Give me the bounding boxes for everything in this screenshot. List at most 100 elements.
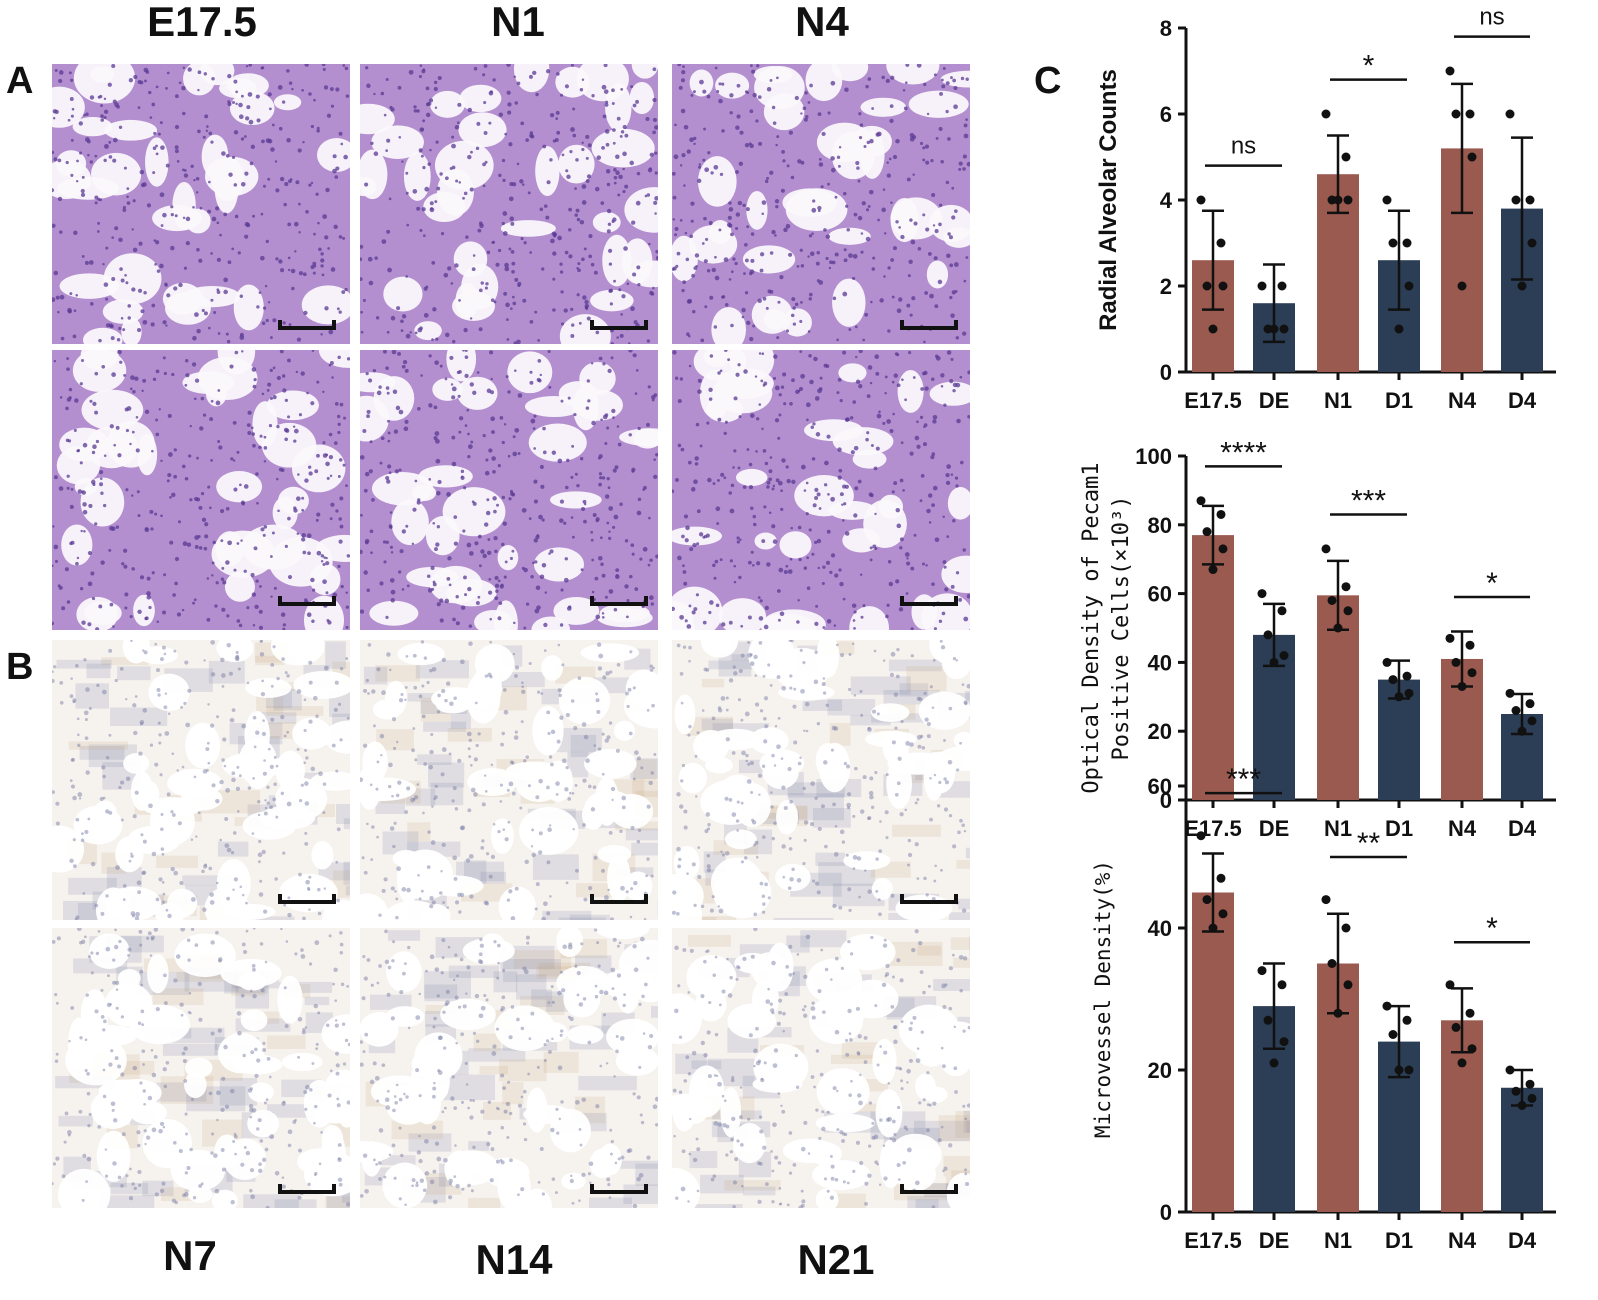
nucleus — [265, 318, 269, 323]
nucleus — [867, 204, 871, 208]
nucleus — [282, 321, 286, 325]
nucleus — [714, 66, 718, 70]
nucleus — [338, 131, 343, 136]
nucleus — [297, 473, 300, 476]
nucleus — [253, 745, 257, 749]
nucleus — [550, 729, 556, 735]
nucleus — [541, 267, 545, 271]
nucleus — [119, 267, 123, 271]
nucleus — [883, 275, 886, 278]
nucleus — [831, 167, 836, 173]
nucleus — [207, 761, 211, 765]
nucleus — [619, 134, 623, 138]
nucleus — [958, 161, 963, 166]
nucleus — [609, 917, 614, 920]
nucleus — [759, 252, 765, 257]
nucleus — [718, 228, 722, 232]
data-point — [1382, 195, 1392, 205]
alveolus — [558, 144, 595, 184]
nucleus — [616, 336, 619, 339]
nucleus — [303, 728, 307, 733]
nucleus — [425, 102, 430, 107]
nucleus — [329, 517, 333, 521]
nucleus — [137, 609, 142, 615]
nucleus — [848, 328, 852, 331]
nucleus — [884, 391, 887, 395]
nucleus — [606, 208, 612, 214]
nucleus — [298, 271, 303, 276]
nucleus — [955, 336, 960, 340]
nucleus — [487, 672, 492, 677]
nucleus — [542, 426, 546, 431]
nucleus — [800, 160, 805, 165]
nucleus — [776, 76, 779, 80]
nucleus — [101, 364, 106, 369]
nucleus — [196, 247, 200, 252]
nucleus — [557, 688, 562, 693]
x-tick-label: N1 — [1324, 388, 1352, 413]
nucleus — [966, 594, 970, 599]
data-point — [1279, 324, 1289, 334]
nucleus — [816, 492, 821, 497]
nucleus — [138, 241, 143, 246]
alveolus — [52, 86, 85, 128]
nucleus — [574, 472, 578, 476]
alveolus — [535, 146, 560, 197]
nucleus — [615, 170, 620, 175]
nucleus — [480, 281, 484, 285]
nucleus — [142, 649, 145, 652]
nucleus — [609, 670, 613, 674]
nucleus — [675, 477, 679, 482]
nucleus — [401, 314, 407, 319]
alveolus — [761, 609, 826, 630]
nucleus — [102, 262, 105, 266]
nucleus — [771, 105, 776, 110]
nucleus — [176, 769, 179, 772]
nucleus — [79, 382, 83, 386]
nucleus — [174, 94, 179, 99]
nucleus — [118, 125, 123, 129]
nucleus — [618, 174, 623, 180]
nucleus — [341, 290, 346, 294]
nucleus — [769, 170, 774, 175]
nucleus — [281, 374, 286, 378]
nucleus — [210, 252, 213, 255]
nucleus — [511, 761, 515, 765]
nucleus — [568, 228, 572, 232]
nucleus — [513, 621, 516, 625]
tissue-patch — [363, 666, 388, 685]
alveolus — [742, 245, 796, 274]
nucleus — [478, 327, 483, 332]
nucleus — [149, 116, 153, 119]
nucleus — [99, 482, 104, 487]
nucleus — [209, 892, 214, 897]
nucleus — [246, 681, 250, 685]
nucleus — [817, 205, 822, 211]
nucleus — [422, 165, 426, 170]
nucleus — [517, 393, 523, 398]
nucleus — [519, 179, 524, 184]
nucleus — [164, 282, 168, 286]
nucleus — [434, 547, 438, 552]
column-label-e17-5: E17.5 — [147, 0, 257, 45]
nucleus — [612, 525, 616, 529]
nucleus — [647, 563, 651, 567]
nucleus — [860, 232, 864, 235]
nucleus — [607, 888, 610, 892]
nucleus — [401, 588, 405, 591]
nucleus — [512, 301, 517, 306]
nucleus — [181, 608, 185, 612]
nucleus — [913, 221, 918, 226]
nucleus — [780, 385, 785, 389]
nucleus — [679, 614, 685, 620]
nucleus — [920, 387, 925, 391]
nucleus — [469, 317, 473, 320]
nucleus — [448, 583, 452, 587]
tissue-patch — [343, 818, 350, 830]
nucleus — [525, 602, 530, 606]
nucleus — [490, 416, 496, 422]
nucleus — [575, 208, 580, 213]
nucleus — [451, 165, 456, 170]
nucleus — [328, 432, 333, 437]
nucleus — [302, 140, 305, 144]
